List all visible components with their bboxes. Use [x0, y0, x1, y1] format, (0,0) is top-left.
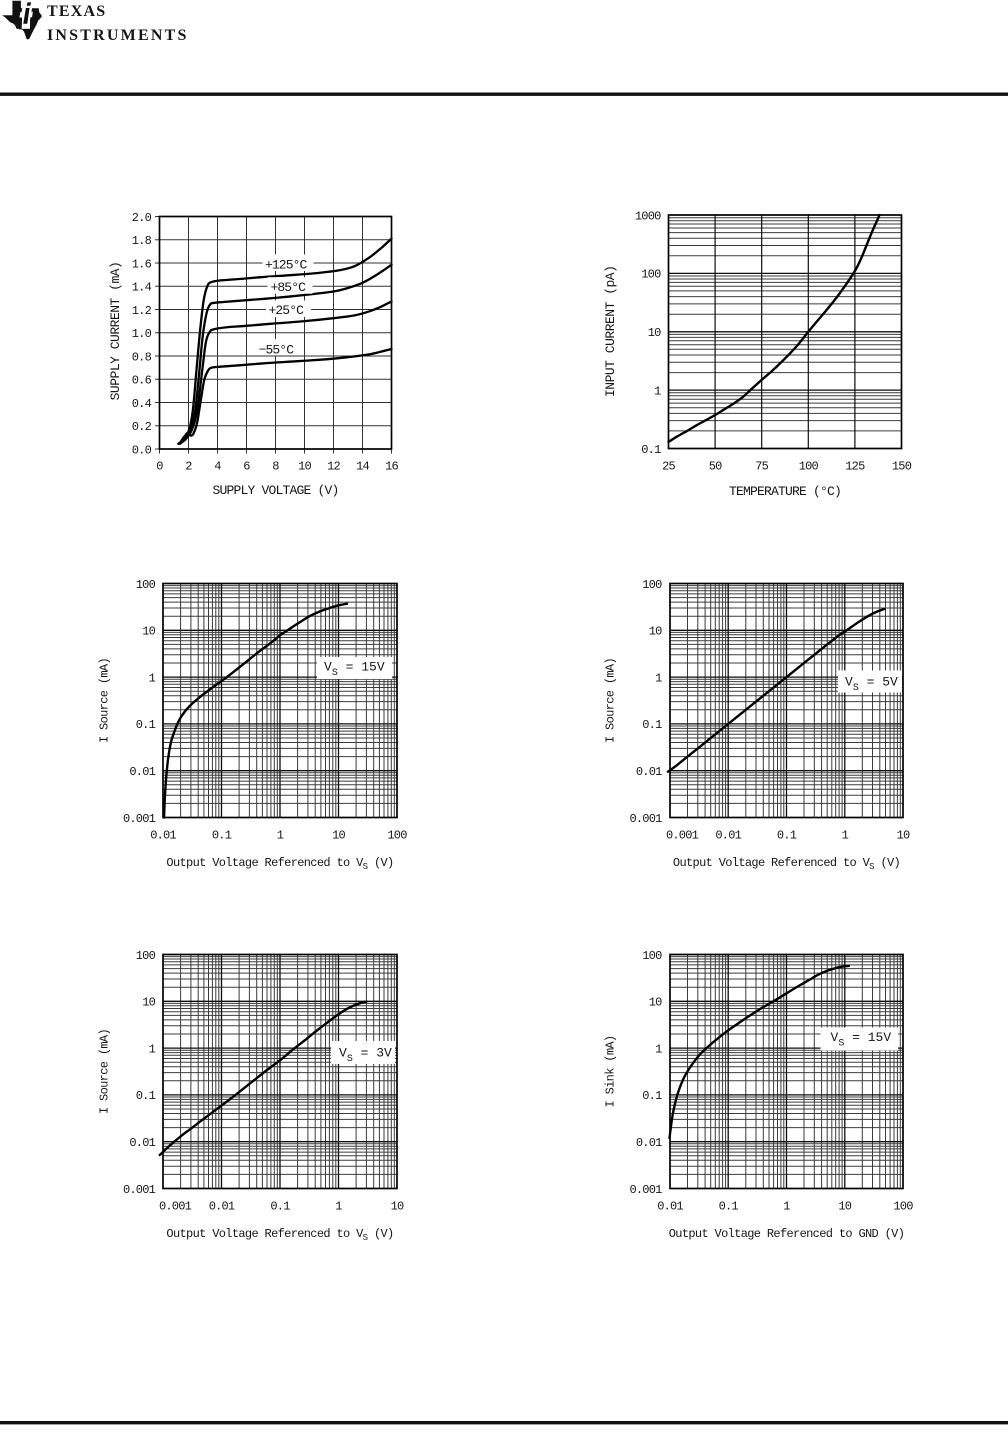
svg-text:I Source (mA): I Source (mA) [98, 658, 112, 743]
svg-text:1.6: 1.6 [132, 257, 152, 271]
svg-text:SUPPLY CURRENT (mA): SUPPLY CURRENT (mA) [108, 262, 123, 401]
svg-text:1: 1 [655, 1042, 662, 1056]
svg-text:0.1: 0.1 [212, 829, 232, 843]
svg-text:10: 10 [649, 996, 662, 1010]
svg-text:0.1: 0.1 [270, 1200, 290, 1214]
svg-text:0.1: 0.1 [642, 1089, 662, 1103]
svg-text:0.8: 0.8 [132, 350, 152, 364]
svg-text:Output Voltage Referenced to V: Output Voltage Referenced to VS (V) [166, 1227, 393, 1243]
svg-text:100: 100 [641, 268, 661, 282]
svg-text:VS = 15V: VS = 15V [831, 1030, 892, 1050]
svg-text:10: 10 [298, 460, 311, 474]
svg-text:0.001: 0.001 [629, 1183, 662, 1197]
svg-text:1: 1 [335, 1200, 342, 1214]
svg-text:100: 100 [387, 829, 407, 843]
svg-text:0.6: 0.6 [132, 374, 152, 388]
svg-text:0.001: 0.001 [159, 1200, 192, 1214]
svg-text:0.1: 0.1 [136, 1089, 156, 1103]
svg-text:I Sink (mA): I Sink (mA) [604, 1036, 618, 1108]
svg-text:1: 1 [654, 384, 661, 398]
svg-text:+85°C: +85°C [271, 280, 307, 295]
svg-text:0.001: 0.001 [666, 829, 699, 843]
svg-text:6: 6 [243, 460, 250, 474]
svg-text:0.1: 0.1 [719, 1200, 739, 1214]
svg-text:0.01: 0.01 [129, 765, 155, 779]
svg-text:+25°C: +25°C [269, 303, 305, 318]
svg-text:8: 8 [272, 460, 279, 474]
svg-text:0.1: 0.1 [642, 718, 662, 732]
svg-text:INPUT CURRENT (pA): INPUT CURRENT (pA) [603, 266, 618, 397]
svg-text:0.001: 0.001 [629, 812, 662, 826]
svg-text:0.01: 0.01 [715, 829, 741, 843]
svg-text:2.0: 2.0 [132, 211, 152, 225]
svg-text:0.001: 0.001 [123, 1183, 156, 1197]
svg-text:150: 150 [892, 460, 912, 474]
svg-text:0.01: 0.01 [150, 829, 176, 843]
svg-text:100: 100 [799, 460, 819, 474]
svg-text:10: 10 [648, 326, 661, 340]
svg-text:1.0: 1.0 [132, 327, 152, 341]
svg-text:0: 0 [156, 460, 163, 474]
svg-text:0.01: 0.01 [129, 1136, 155, 1150]
svg-text:10: 10 [838, 1200, 851, 1214]
svg-text:10: 10 [142, 625, 155, 639]
svg-text:0.01: 0.01 [657, 1200, 683, 1214]
svg-text:SUPPLY VOLTAGE (V): SUPPLY VOLTAGE (V) [212, 483, 338, 498]
svg-text:100: 100 [642, 578, 662, 592]
svg-text:1: 1 [277, 829, 284, 843]
svg-text:0.01: 0.01 [636, 1136, 662, 1150]
svg-text:1000: 1000 [635, 209, 661, 223]
svg-text:1: 1 [655, 671, 662, 685]
svg-text:0.01: 0.01 [209, 1200, 235, 1214]
svg-text:100: 100 [136, 578, 156, 592]
svg-text:4: 4 [214, 460, 221, 474]
svg-text:0.1: 0.1 [641, 443, 661, 457]
svg-text:0.0: 0.0 [132, 443, 152, 457]
svg-text:10: 10 [332, 829, 345, 843]
svg-text:0.01: 0.01 [636, 765, 662, 779]
svg-text:1.4: 1.4 [132, 281, 152, 295]
svg-text:14: 14 [356, 460, 369, 474]
svg-text:25: 25 [662, 460, 675, 474]
svg-text:12: 12 [327, 460, 340, 474]
svg-text:100: 100 [642, 949, 662, 963]
svg-text:10: 10 [391, 1200, 404, 1214]
svg-text:50: 50 [709, 460, 722, 474]
svg-text:10: 10 [649, 625, 662, 639]
svg-text:0.1: 0.1 [136, 718, 156, 732]
svg-text:+125°C: +125°C [265, 257, 308, 272]
svg-text:1: 1 [149, 1042, 156, 1056]
svg-text:125: 125 [845, 460, 865, 474]
svg-text:1.2: 1.2 [132, 304, 152, 318]
svg-text:1: 1 [149, 671, 156, 685]
svg-text:VS = 15V: VS = 15V [324, 660, 385, 680]
svg-text:Output Voltage Referenced to G: Output Voltage Referenced to GND (V) [669, 1227, 904, 1241]
svg-text:16: 16 [385, 460, 398, 474]
svg-text:0.001: 0.001 [123, 812, 156, 826]
svg-text:−55°C: −55°C [259, 342, 295, 357]
svg-text:100: 100 [893, 1200, 913, 1214]
svg-text:10: 10 [142, 996, 155, 1010]
svg-text:Output Voltage Referenced to V: Output Voltage Referenced to VS (V) [673, 856, 900, 872]
svg-text:0.2: 0.2 [132, 420, 152, 434]
svg-text:1: 1 [842, 829, 849, 843]
svg-text:75: 75 [755, 460, 768, 474]
svg-text:2: 2 [185, 460, 192, 474]
svg-text:VS = 5V: VS = 5V [845, 675, 898, 695]
svg-text:I Source (mA): I Source (mA) [98, 1029, 112, 1114]
svg-text:1: 1 [783, 1200, 790, 1214]
svg-text:TEMPERATURE (°C): TEMPERATURE (°C) [729, 484, 841, 499]
svg-text:0.4: 0.4 [132, 397, 152, 411]
svg-text:I Source (mA): I Source (mA) [604, 658, 618, 743]
svg-text:1.8: 1.8 [132, 234, 152, 248]
svg-text:Output Voltage Referenced to V: Output Voltage Referenced to VS (V) [166, 856, 393, 872]
svg-text:0.1: 0.1 [777, 829, 797, 843]
svg-text:VS = 3V: VS = 3V [339, 1046, 392, 1066]
svg-text:10: 10 [897, 829, 910, 843]
svg-text:100: 100 [136, 949, 156, 963]
